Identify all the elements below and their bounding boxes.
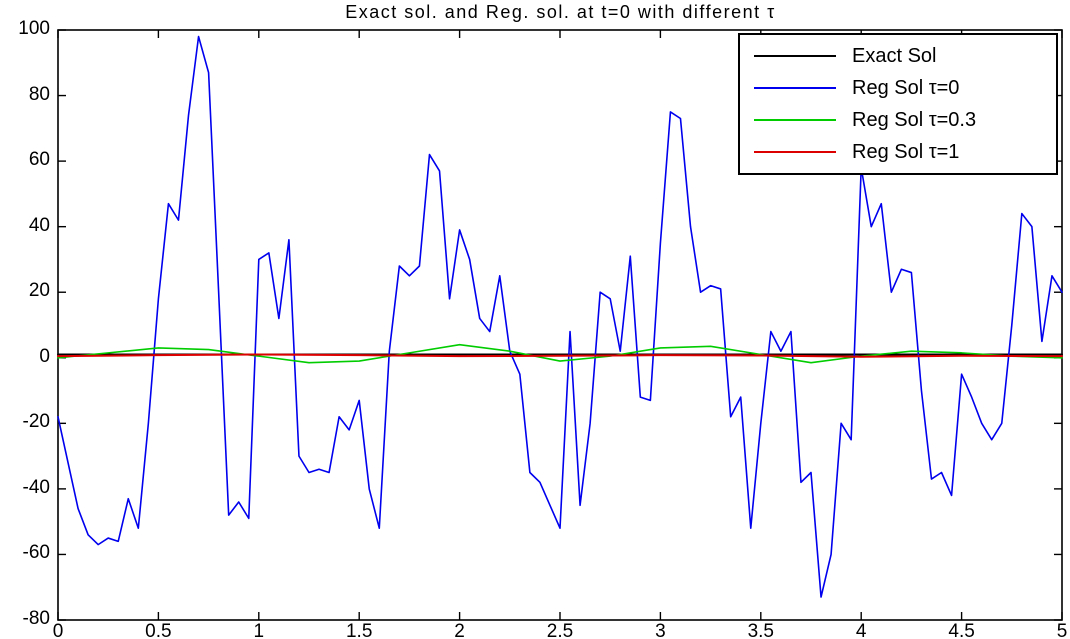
x-tick-label: 0.5 — [145, 621, 172, 639]
legend-label: Reg Sol τ=1 — [852, 140, 960, 163]
x-tick-label: 1.5 — [345, 621, 373, 639]
legend-line-sample-reg-sol-tau-0 — [754, 87, 836, 89]
y-tick-label: -20 — [22, 411, 50, 433]
y-tick-label: 60 — [28, 149, 50, 171]
series-line-reg-sol-0 — [57, 35, 1063, 598]
legend-entry: Exact Sol — [740, 40, 1056, 72]
y-tick-label: -80 — [22, 608, 50, 629]
y-tick-label: 0 — [39, 345, 50, 367]
y-tick-label: 100 — [18, 18, 50, 39]
legend-line-sample-exact-sol — [754, 55, 836, 57]
legend-label: Reg Sol τ=0 — [852, 76, 960, 99]
y-tick-label: 80 — [28, 83, 50, 105]
legend-label: Exact Sol — [852, 44, 937, 67]
y-tick-label: -40 — [22, 476, 50, 498]
legend: Exact Sol Reg Sol τ=0 Reg Sol τ=0.3 Reg … — [738, 33, 1058, 175]
legend-line-sample-reg-sol-tau-1 — [754, 151, 836, 153]
legend-line-sample-reg-sol-tau-03 — [754, 119, 836, 121]
x-tick-label: 4.5 — [948, 621, 975, 639]
chart-title: Exact sol. and Reg. sol. at t=0 with dif… — [345, 2, 776, 22]
x-tick-label: 3.5 — [747, 621, 774, 639]
x-tick-label: 2.5 — [546, 621, 574, 639]
series-line-reg-sol-0-3 — [57, 343, 1063, 364]
legend-entry: Reg Sol τ=0 — [740, 72, 1056, 104]
legend-entry: Reg Sol τ=1 — [740, 136, 1056, 168]
y-tick-label: -60 — [22, 542, 50, 564]
x-tick-label: 4 — [855, 621, 867, 639]
legend-entry: Reg Sol τ=0.3 — [740, 104, 1056, 136]
x-tick-label: 5 — [1056, 621, 1068, 639]
legend-label: Reg Sol τ=0.3 — [852, 108, 977, 131]
x-tick-label: 1 — [253, 621, 265, 639]
x-tick-label: 0 — [52, 621, 64, 639]
x-tick-label: 2 — [454, 621, 465, 639]
y-tick-label: 40 — [28, 214, 50, 236]
x-tick-label: 3 — [655, 621, 666, 639]
series-line-reg-sol-1 — [57, 353, 1063, 358]
y-tick-label: 20 — [28, 280, 50, 302]
